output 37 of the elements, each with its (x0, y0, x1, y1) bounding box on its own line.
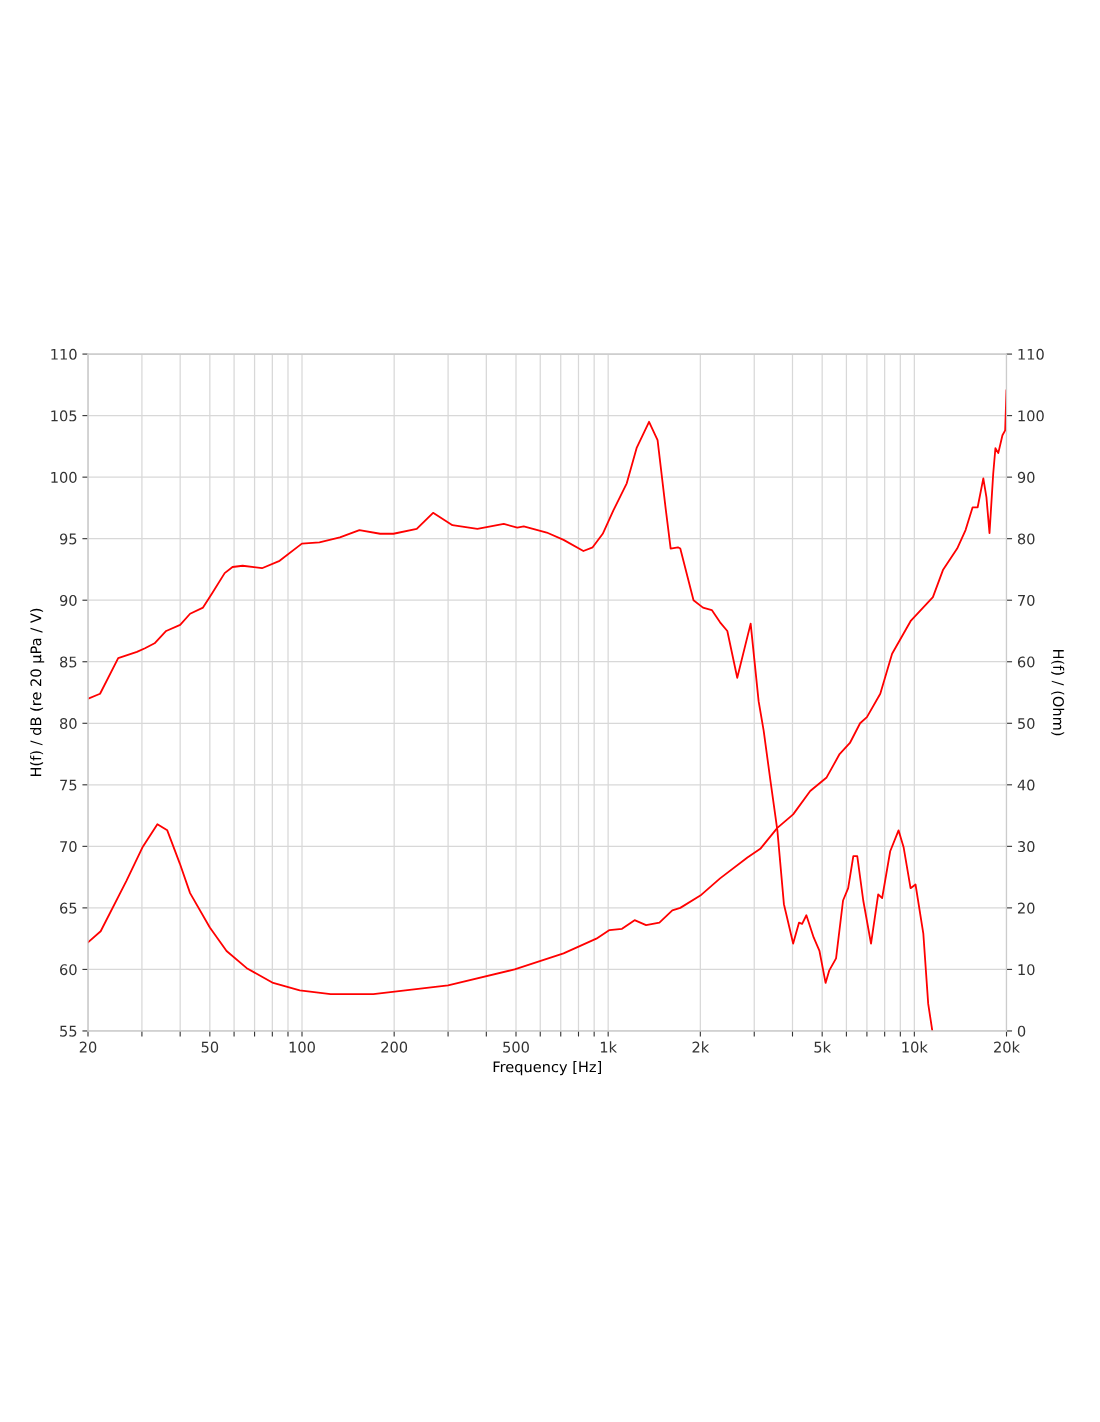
y2-tick-label: 50 (1018, 718, 1035, 730)
x-tick-label: 1k (600, 1041, 617, 1053)
x-tick-label: 500 (503, 1041, 529, 1053)
y2-tick-label: 110 (1018, 348, 1044, 360)
x-tick-label: 20k (994, 1041, 1020, 1053)
y2-tick-label: 0 (1017, 1025, 1026, 1037)
y2-tick-label: 20 (1017, 902, 1035, 914)
x-tick-label: 100 (289, 1041, 315, 1053)
y-tick-label: 95 (59, 533, 77, 545)
y-tick-label: 110 (51, 348, 77, 360)
y-tick-label: 55 (60, 1025, 77, 1037)
x-tick-label: 2k (692, 1041, 710, 1053)
y-tick-label: 65 (60, 902, 77, 914)
x-tick-label: 200 (381, 1041, 408, 1053)
y-tick-label: 105 (51, 410, 77, 422)
y2-tick-label: 70 (1018, 594, 1035, 606)
y-tick-label: 60 (60, 964, 77, 976)
x-tick-label: 10k (902, 1041, 928, 1053)
y-axis-title: H(f) / dB (re 20 µPa / V) (30, 608, 45, 777)
x-tick-label: 50 (201, 1041, 219, 1053)
y-tick-label: 75 (60, 779, 77, 791)
y2-tick-label: 100 (1018, 410, 1044, 422)
y-tick-label: 90 (59, 594, 77, 606)
x-axis-title: Frequency [Hz] (493, 1061, 601, 1076)
y-tick-label: 70 (60, 841, 77, 853)
y2-tick-label: 80 (1017, 533, 1035, 545)
y2-tick-label: 40 (1017, 779, 1035, 791)
x-tick-label: 20 (79, 1041, 97, 1053)
y2-tick-label: 90 (1017, 471, 1035, 483)
y-tick-label: 85 (60, 656, 77, 668)
y-tick-label: 100 (51, 471, 77, 483)
y-tick-label: 80 (60, 718, 77, 730)
y2-tick-label: 30 (1018, 841, 1035, 853)
x-tick-label: 5k (814, 1041, 831, 1053)
y2-tick-label: 10 (1018, 964, 1035, 976)
y2-tick-label: 60 (1017, 656, 1035, 668)
y2-axis-title: H(f) / (Ohm) (1051, 649, 1065, 736)
